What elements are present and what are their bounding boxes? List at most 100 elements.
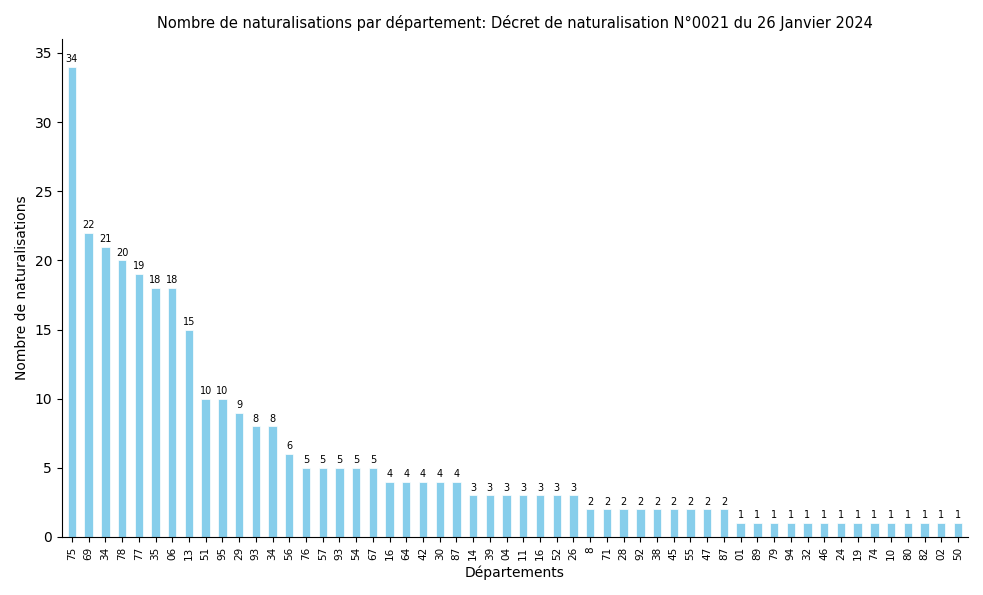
Bar	[135, 274, 143, 537]
Text: 20: 20	[116, 248, 128, 258]
Text: 9: 9	[236, 400, 242, 410]
Text: 22: 22	[83, 220, 95, 230]
Bar	[887, 523, 896, 537]
Bar	[920, 523, 929, 537]
Text: 21: 21	[99, 234, 111, 244]
Text: 1: 1	[954, 511, 961, 521]
Bar	[853, 523, 862, 537]
Bar	[385, 482, 394, 537]
Text: 1: 1	[888, 511, 895, 521]
Bar	[402, 482, 411, 537]
Text: 4: 4	[453, 469, 459, 479]
Bar	[954, 523, 962, 537]
Bar	[369, 468, 377, 537]
Bar	[285, 454, 294, 537]
Text: 3: 3	[537, 483, 543, 493]
Text: 5: 5	[353, 455, 359, 465]
Bar	[653, 509, 662, 537]
Bar	[85, 233, 92, 537]
Text: 1: 1	[838, 511, 844, 521]
Text: 18: 18	[166, 275, 178, 285]
Text: 3: 3	[520, 483, 526, 493]
Text: 1: 1	[737, 511, 744, 521]
Text: 18: 18	[149, 275, 161, 285]
Bar	[903, 523, 912, 537]
Text: 4: 4	[386, 469, 392, 479]
Bar	[586, 509, 595, 537]
Text: 5: 5	[319, 455, 325, 465]
Bar	[352, 468, 361, 537]
Text: 3: 3	[570, 483, 576, 493]
X-axis label: Départements: Départements	[465, 565, 565, 580]
Text: 1: 1	[854, 511, 861, 521]
Bar	[151, 288, 159, 537]
Text: 1: 1	[804, 511, 811, 521]
Text: 5: 5	[336, 455, 342, 465]
Bar	[870, 523, 879, 537]
Bar	[519, 496, 528, 537]
Text: 2: 2	[604, 497, 610, 506]
Bar	[268, 427, 277, 537]
Bar	[68, 67, 76, 537]
Text: 1: 1	[821, 511, 828, 521]
Text: 3: 3	[487, 483, 492, 493]
Bar	[603, 509, 611, 537]
Bar	[118, 261, 126, 537]
Bar	[820, 523, 829, 537]
Text: 2: 2	[620, 497, 627, 506]
Bar	[569, 496, 578, 537]
Text: 15: 15	[183, 317, 196, 327]
Text: 1: 1	[787, 511, 794, 521]
Bar	[419, 482, 428, 537]
Text: 4: 4	[436, 469, 442, 479]
Bar	[101, 246, 109, 537]
Text: 6: 6	[286, 441, 292, 451]
Text: 1: 1	[771, 511, 778, 521]
Text: 3: 3	[470, 483, 476, 493]
Text: 10: 10	[200, 386, 211, 396]
Bar	[469, 496, 478, 537]
Text: 5: 5	[370, 455, 376, 465]
Text: 1: 1	[921, 511, 928, 521]
Text: 2: 2	[670, 497, 677, 506]
Bar	[753, 523, 762, 537]
Bar	[502, 496, 511, 537]
Bar	[435, 482, 444, 537]
Bar	[452, 482, 461, 537]
Y-axis label: Nombre de naturalisations: Nombre de naturalisations	[15, 196, 29, 380]
Text: 1: 1	[871, 511, 878, 521]
Text: 5: 5	[303, 455, 309, 465]
Text: 2: 2	[687, 497, 694, 506]
Bar	[486, 496, 494, 537]
Text: 4: 4	[420, 469, 426, 479]
Bar	[937, 523, 946, 537]
Bar	[803, 523, 812, 537]
Text: 2: 2	[704, 497, 711, 506]
Text: 3: 3	[503, 483, 509, 493]
Text: 1: 1	[904, 511, 911, 521]
Text: 1: 1	[754, 511, 761, 521]
Text: 2: 2	[637, 497, 644, 506]
Bar	[202, 399, 209, 537]
Bar	[720, 509, 728, 537]
Bar	[252, 427, 260, 537]
Text: 10: 10	[216, 386, 228, 396]
Bar	[318, 468, 327, 537]
Bar	[235, 412, 243, 537]
Bar	[770, 523, 779, 537]
Text: 1: 1	[938, 511, 945, 521]
Bar	[552, 496, 561, 537]
Bar	[619, 509, 628, 537]
Bar	[536, 496, 545, 537]
Bar	[302, 468, 311, 537]
Text: 19: 19	[133, 261, 145, 271]
Text: 4: 4	[403, 469, 409, 479]
Bar	[218, 399, 226, 537]
Text: 2: 2	[721, 497, 727, 506]
Bar	[736, 523, 745, 537]
Bar	[636, 509, 645, 537]
Text: 8: 8	[269, 414, 275, 424]
Bar	[185, 330, 193, 537]
Text: 3: 3	[553, 483, 559, 493]
Text: 8: 8	[253, 414, 259, 424]
